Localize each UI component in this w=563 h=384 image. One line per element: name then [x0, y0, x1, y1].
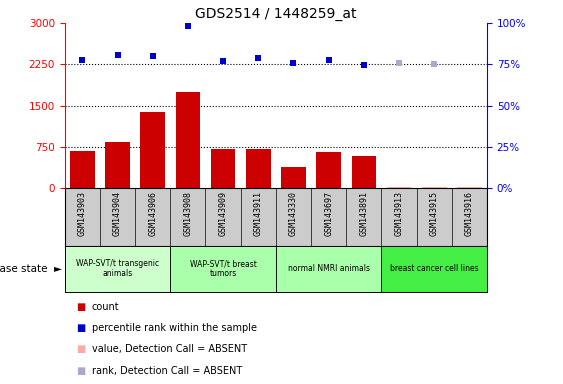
Text: ■: ■ [76, 366, 85, 376]
Text: WAP-SVT/t transgenic
animals: WAP-SVT/t transgenic animals [76, 259, 159, 278]
Text: disease state  ►: disease state ► [0, 264, 62, 274]
Bar [246, 149, 271, 188]
Text: ■: ■ [76, 344, 85, 354]
Text: percentile rank within the sample: percentile rank within the sample [92, 323, 257, 333]
Bar [351, 156, 376, 188]
Text: GSM143891: GSM143891 [359, 191, 368, 236]
Text: count: count [92, 302, 119, 312]
Text: normal NMRI animals: normal NMRI animals [288, 264, 370, 273]
Bar [422, 187, 446, 188]
Bar [276, 246, 382, 292]
Text: GSM143697: GSM143697 [324, 191, 333, 236]
Text: value, Detection Call = ABSENT: value, Detection Call = ABSENT [92, 344, 247, 354]
Text: GSM143911: GSM143911 [254, 191, 263, 236]
Text: rank, Detection Call = ABSENT: rank, Detection Call = ABSENT [92, 366, 242, 376]
Bar [171, 246, 276, 292]
Bar [281, 167, 306, 188]
Text: GSM143904: GSM143904 [113, 191, 122, 236]
Text: GSM143906: GSM143906 [148, 191, 157, 236]
Bar [105, 142, 130, 188]
Text: breast cancer cell lines: breast cancer cell lines [390, 264, 479, 273]
Bar [316, 152, 341, 188]
Text: WAP-SVT/t breast
tumors: WAP-SVT/t breast tumors [190, 259, 257, 278]
Bar [457, 187, 482, 188]
Bar [387, 187, 412, 188]
Bar [140, 112, 165, 188]
Text: ■: ■ [76, 302, 85, 312]
Bar [65, 246, 171, 292]
Bar [70, 151, 95, 188]
Bar [176, 92, 200, 188]
Title: GDS2514 / 1448259_at: GDS2514 / 1448259_at [195, 7, 356, 21]
Text: GSM143915: GSM143915 [430, 191, 439, 236]
Text: GSM143908: GSM143908 [184, 191, 193, 236]
Text: GSM143903: GSM143903 [78, 191, 87, 236]
Bar [382, 246, 487, 292]
Text: ■: ■ [76, 323, 85, 333]
Text: GSM143916: GSM143916 [465, 191, 474, 236]
Bar [211, 149, 235, 188]
Text: GSM143330: GSM143330 [289, 191, 298, 236]
Text: GSM143913: GSM143913 [395, 191, 404, 236]
Text: GSM143909: GSM143909 [218, 191, 227, 236]
